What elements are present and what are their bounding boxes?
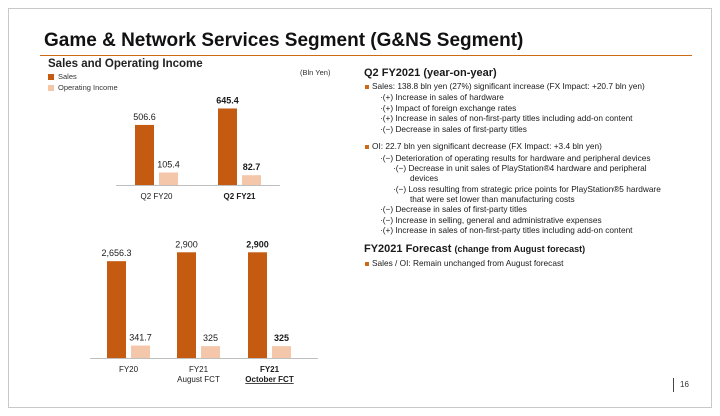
data-label: 341.7 [129,333,152,343]
data-label: 2,900 [246,239,269,249]
category-label: August FCT [177,375,220,384]
oi-summary: OI: 22.7 bln yen significant decrease (F… [372,141,602,151]
bullet-marker [365,262,369,266]
forecast-heading: FY2021 Forecast (change from August fore… [364,243,585,255]
data-label: 325 [203,333,218,343]
legend-item-sales: Sales [48,71,118,82]
category-label: Q2 FY20 [140,192,173,201]
data-label: 82.7 [243,162,261,172]
page-number-divider [673,378,674,392]
legend-item-oi: Operating Income [48,82,118,93]
category-label: Q2 FY21 [223,192,256,201]
oi-subfactor-cont: that were set lower than manufacturing c… [410,193,575,204]
bar-sales [218,108,237,185]
category-label: October FCT [245,375,294,384]
bar-operating-income [242,175,261,185]
oi-factor: ·(+) Increase in sales of non-first-part… [380,225,633,235]
data-label: 2,900 [175,239,198,249]
data-label: 105.4 [157,160,180,170]
oi-subfactor-cont: devices [410,173,439,183]
page-title: Game & Network Services Segment (G&NS Se… [44,30,524,51]
bar-sales [248,252,267,358]
oi-factor: ·(−) Increase in selling, general and ad… [380,214,602,225]
legend-label-sales: Sales [58,72,77,81]
forecast-heading-main: FY2021 Forecast [364,243,452,255]
chart-section-title: Sales and Operating Income [48,58,203,70]
oi-factor: ·(−) Deterioration of operating results … [380,152,651,163]
bar-sales [177,252,196,358]
oi-subfactor: ·(−) Decrease in unit sales of PlayStati… [393,163,647,173]
title-underline [40,55,692,56]
slide-frame [8,8,712,408]
bar-sales [107,261,126,358]
bar-operating-income [201,346,220,358]
legend-label-oi: Operating Income [58,83,118,92]
sales-summary: Sales: 138.8 bln yen (27%) significant i… [372,81,645,91]
bullet-marker [365,85,369,89]
data-label: 645.4 [216,95,239,105]
category-label: FY20 [119,365,139,374]
sales-factor: ·(+) Impact of foreign exchange rates [380,102,517,113]
bar-operating-income [272,346,291,358]
bar-operating-income [131,345,150,358]
bar-operating-income [159,172,178,185]
forecast-heading-sub: (change from August forecast) [454,244,586,254]
data-label: 325 [274,333,289,343]
oi-subfactor: ·(−) Loss resulting from strategic price… [393,183,661,194]
page-number: 16 [680,380,689,389]
legend-swatch-sales [48,73,54,80]
category-label: FY21 [260,365,280,374]
sales-factor: ·(+) Increase in sales of hardware [380,92,504,102]
sales-factor: ·(+) Increase in sales of non-first-part… [380,113,633,123]
oi-factor: ·(−) Decrease in sales of first-party ti… [380,204,527,214]
q2-heading: Q2 FY2021 (year-on-year) [364,67,497,79]
bullet-marker [365,145,369,149]
bar-sales [135,124,154,185]
legend-swatch-oi [48,84,54,91]
data-label: 506.6 [133,112,156,122]
chart-legend: Sales Operating Income [48,71,118,93]
category-label: FY21 [189,365,209,374]
unit-label: (Bln Yen) [300,68,331,77]
forecast-line: Sales / OI: Remain unchanged from August… [372,258,564,268]
sales-factor: ·(−) Decrease in sales of first-party ti… [380,123,527,134]
data-label: 2,656.3 [101,248,131,258]
quarterly-bar-chart: 506.6 105.4 Q2 FY20 645.4 82.7 Q2 FY21 2,656.3… [90,95,318,384]
